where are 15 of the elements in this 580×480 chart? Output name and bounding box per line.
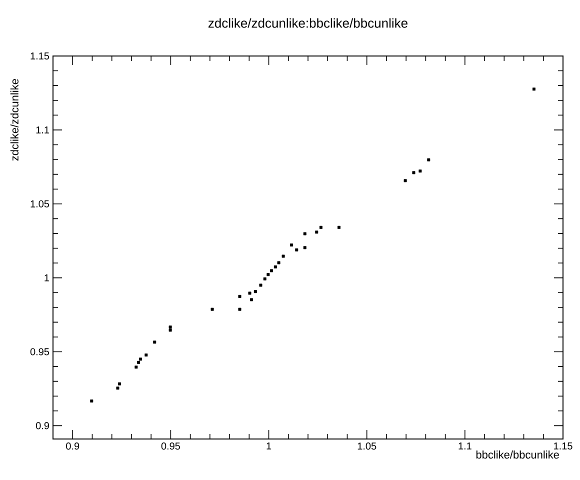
y-tick-label: 0.9 xyxy=(36,422,50,430)
x-axis-title: bbclike/bbcunlike xyxy=(476,450,559,459)
x-tick-label: 1.1 xyxy=(458,442,472,450)
chart-title: zdclike/zdcunlike:bbclike/bbcunlike xyxy=(208,18,408,28)
y-axis-title: zdclike/zdcunlike xyxy=(10,79,18,161)
y-tick-label: 1.1 xyxy=(36,126,49,134)
y-tick-label: 0.95 xyxy=(30,348,50,356)
x-tick-label: 1 xyxy=(266,442,272,450)
x-tick-label: 1.05 xyxy=(358,442,376,450)
y-tick-label: 1.15 xyxy=(30,52,50,60)
x-tick-label: 0.95 xyxy=(161,442,180,450)
x-tick-label: 0.9 xyxy=(66,442,80,450)
x-tick-label: 1.15 xyxy=(554,442,572,450)
y-tick-label: 1.05 xyxy=(30,200,50,208)
y-tick-label: 1 xyxy=(44,274,49,282)
